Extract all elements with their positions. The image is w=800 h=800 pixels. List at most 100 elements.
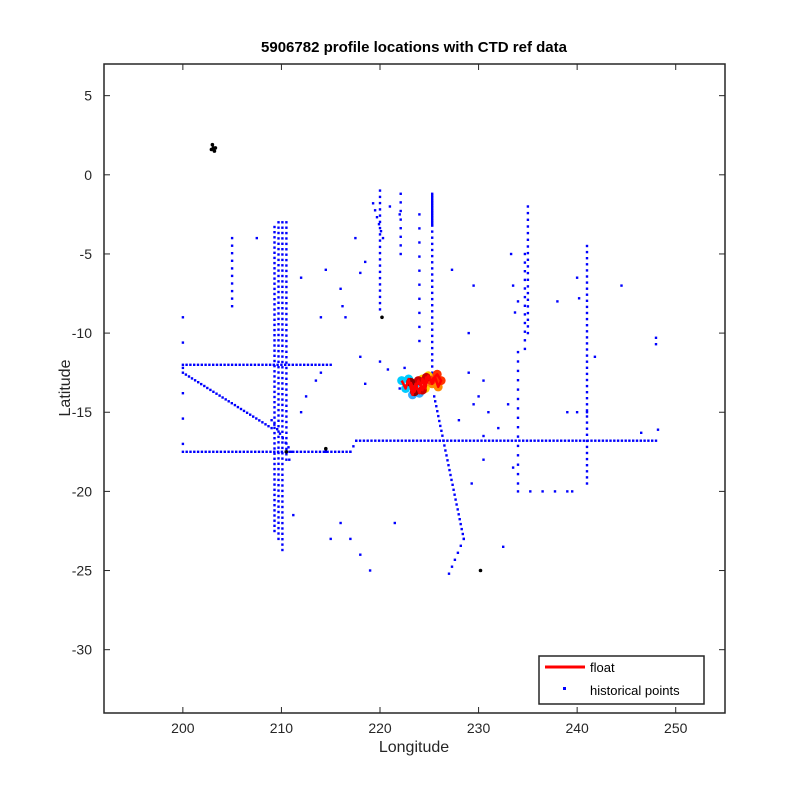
historical-point xyxy=(273,256,276,260)
historical-point xyxy=(377,439,381,442)
historical-point xyxy=(359,553,362,556)
historical-point xyxy=(273,334,276,337)
historical-point xyxy=(399,218,402,221)
y-tick-label: -10 xyxy=(72,325,92,341)
historical-point xyxy=(585,275,589,278)
historical-point xyxy=(189,363,192,366)
historical-point xyxy=(567,439,570,442)
historical-point xyxy=(273,483,276,486)
historical-point xyxy=(227,400,230,403)
historical-point xyxy=(366,439,369,442)
historical-point xyxy=(255,417,258,420)
historical-point xyxy=(277,441,280,444)
historical-point xyxy=(277,505,280,508)
historical-point xyxy=(215,450,219,453)
historical-point xyxy=(523,287,527,290)
historical-point xyxy=(273,261,276,265)
historical-point xyxy=(285,329,288,332)
historical-point xyxy=(273,292,276,296)
historical-point xyxy=(418,339,421,343)
historical-point xyxy=(246,450,249,453)
historical-point xyxy=(556,300,559,303)
historical-point xyxy=(215,363,219,366)
historical-point xyxy=(190,377,194,380)
historical-point xyxy=(273,421,276,424)
historical-point xyxy=(514,439,517,442)
historical-point xyxy=(431,242,434,246)
historical-point xyxy=(261,363,264,366)
historical-point xyxy=(277,247,280,251)
black-point xyxy=(284,450,289,454)
chart-title: 5906782 profile locations with CTD ref d… xyxy=(261,39,568,56)
historical-point xyxy=(378,283,382,286)
historical-point xyxy=(533,439,536,442)
historical-point xyxy=(458,518,461,521)
y-tick-label: -5 xyxy=(80,246,93,262)
historical-point xyxy=(526,271,530,275)
historical-point xyxy=(227,363,230,366)
historical-point xyxy=(230,259,234,262)
historical-point xyxy=(349,537,352,541)
historical-point xyxy=(295,363,298,366)
historical-point xyxy=(577,297,581,300)
historical-point xyxy=(329,537,332,541)
data-marks xyxy=(181,142,660,575)
historical-point xyxy=(431,217,434,220)
historical-point xyxy=(571,439,574,442)
legend-box xyxy=(538,655,705,705)
historical-point xyxy=(472,439,476,442)
historical-point xyxy=(510,439,514,442)
historical-point xyxy=(526,318,530,321)
historical-point xyxy=(445,454,448,457)
historical-point xyxy=(285,258,288,262)
historical-point xyxy=(566,411,569,414)
black-point xyxy=(380,315,384,320)
historical-point xyxy=(418,269,421,272)
historical-point xyxy=(433,395,436,398)
historical-point xyxy=(585,433,589,436)
historical-point xyxy=(620,284,623,287)
historical-point xyxy=(230,274,234,278)
historical-point xyxy=(468,439,472,442)
historical-point xyxy=(438,439,441,442)
historical-point xyxy=(418,311,421,315)
historical-point xyxy=(273,313,276,316)
historical-point xyxy=(523,270,527,273)
historical-point xyxy=(418,283,421,286)
historical-point xyxy=(585,269,589,272)
historical-point xyxy=(345,450,348,453)
historical-point xyxy=(281,296,284,299)
historical-point xyxy=(219,450,223,453)
historical-point xyxy=(337,450,341,453)
historical-point xyxy=(277,473,280,476)
historical-point xyxy=(487,439,491,442)
historical-point xyxy=(273,364,276,368)
historical-point xyxy=(281,425,284,428)
historical-point xyxy=(585,299,589,302)
historical-point xyxy=(575,439,578,442)
historical-point xyxy=(516,388,520,391)
historical-point xyxy=(506,403,510,406)
historical-point xyxy=(292,450,295,453)
historical-point xyxy=(378,214,382,217)
historical-point xyxy=(378,233,382,236)
historical-point xyxy=(242,450,245,453)
historical-point xyxy=(209,388,212,392)
historical-point xyxy=(526,225,530,228)
historical-point xyxy=(227,450,230,453)
historical-point xyxy=(285,323,288,326)
historical-point xyxy=(462,537,465,541)
historical-point xyxy=(453,439,457,442)
historical-point xyxy=(281,339,284,342)
historical-point xyxy=(393,439,396,442)
historical-point xyxy=(270,426,273,430)
historical-point xyxy=(495,439,498,442)
historical-point xyxy=(523,304,527,307)
historical-point xyxy=(181,366,185,370)
historical-point xyxy=(261,450,264,453)
historical-point xyxy=(181,371,185,374)
historical-point xyxy=(578,439,582,442)
historical-point xyxy=(378,308,382,311)
historical-point xyxy=(258,419,261,422)
historical-point xyxy=(523,321,527,325)
